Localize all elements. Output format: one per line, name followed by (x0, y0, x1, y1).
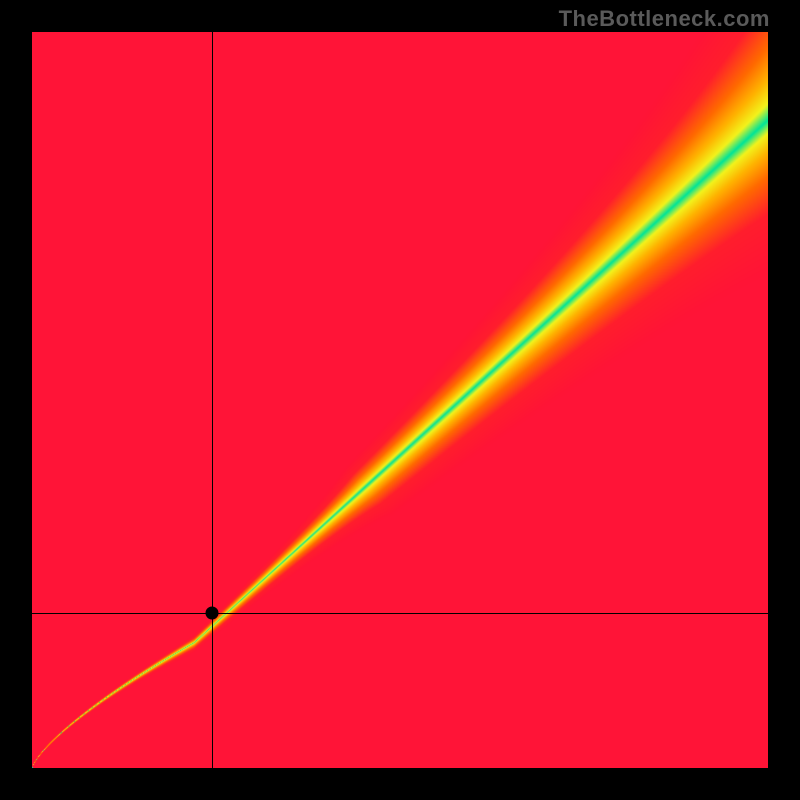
crosshair-horizontal (32, 613, 768, 614)
watermark-text: TheBottleneck.com (559, 6, 770, 32)
heatmap-canvas (32, 32, 768, 768)
crosshair-marker (206, 607, 219, 620)
crosshair-vertical (212, 32, 213, 768)
heatmap-plot (32, 32, 768, 768)
